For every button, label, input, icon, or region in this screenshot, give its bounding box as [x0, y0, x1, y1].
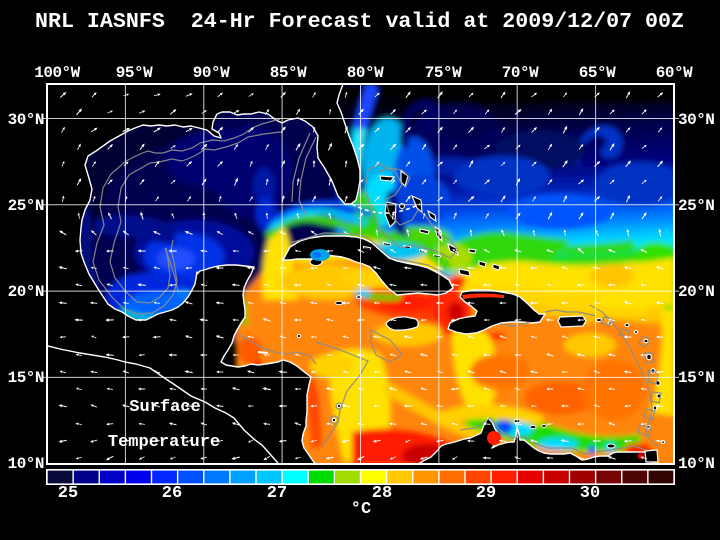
svg-text:10°N: 10°N [8, 455, 44, 473]
svg-text:15°N: 15°N [8, 369, 44, 387]
svg-text:26: 26 [162, 484, 182, 503]
svg-text:90°W: 90°W [193, 64, 230, 82]
svg-text:85°W: 85°W [270, 64, 307, 82]
svg-text:Surface: Surface [129, 398, 200, 417]
svg-text:10°N: 10°N [678, 455, 714, 473]
svg-text:95°W: 95°W [116, 64, 153, 82]
svg-text:27: 27 [267, 484, 287, 503]
svg-text:25: 25 [58, 484, 78, 503]
svg-text:30°N: 30°N [8, 111, 44, 129]
svg-text:29: 29 [476, 484, 496, 503]
svg-text:80°W: 80°W [347, 64, 384, 82]
svg-text:30°N: 30°N [678, 111, 714, 129]
svg-text:30: 30 [580, 484, 600, 503]
svg-text:25°N: 25°N [8, 197, 44, 215]
svg-text:100°W: 100°W [34, 64, 80, 82]
svg-text:Temperature: Temperature [108, 433, 220, 452]
svg-text:70°W: 70°W [502, 64, 539, 82]
svg-text:25°N: 25°N [678, 197, 714, 215]
svg-text:65°W: 65°W [579, 64, 616, 82]
svg-text:20°N: 20°N [678, 283, 714, 301]
svg-text:NRL IASNFS 24-Hr Forecast val: NRL IASNFS 24-Hr Forecast valid at 2009/… [35, 11, 684, 34]
svg-text:°C: °C [351, 500, 371, 519]
svg-text:20°N: 20°N [8, 283, 44, 301]
svg-text:28: 28 [372, 484, 392, 503]
svg-text:60°W: 60°W [656, 64, 693, 82]
svg-text:15°N: 15°N [678, 369, 714, 387]
svg-text:75°W: 75°W [425, 64, 462, 82]
